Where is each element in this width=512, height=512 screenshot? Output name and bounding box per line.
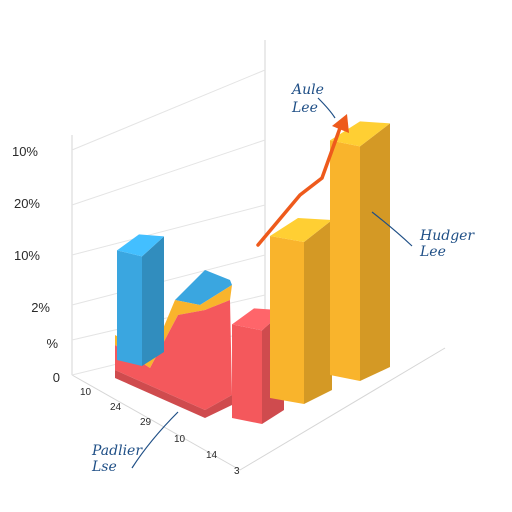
y-tick-label: 0	[53, 370, 60, 385]
bar-top-face	[270, 218, 332, 242]
annotation-text: Aule	[290, 82, 324, 98]
x-tick-label: 29	[140, 417, 152, 428]
x-axis-tick-labels: 10 24 29 10 14 3	[80, 387, 240, 477]
y-tick-label: 20%	[14, 196, 40, 211]
bar-top-face	[117, 234, 164, 257]
bar-side-face	[142, 236, 164, 366]
bar-side-face	[304, 220, 332, 404]
area-top-blue	[175, 270, 232, 305]
y-axis-tick-labels: 0% 2% 10% 20% 10%	[12, 144, 60, 385]
x-tick-label: 24	[110, 402, 122, 413]
area-series	[115, 270, 232, 418]
y-tick-label: 2%	[31, 300, 50, 315]
y-tick-label: 10%	[14, 248, 40, 263]
x-tick-label: 10	[174, 434, 186, 445]
annotation-arrow	[131, 411, 179, 469]
bar-front-face	[330, 140, 360, 381]
x-tick-label: 14	[206, 450, 218, 461]
bar-3	[270, 218, 332, 404]
bar-top-face	[330, 121, 390, 147]
annotation-text: Lse	[91, 459, 117, 475]
bar-front-face	[270, 236, 304, 404]
trend-arrowhead	[332, 114, 349, 133]
trend-arrow	[256, 114, 349, 247]
bar-front-face	[117, 250, 142, 366]
bar-front-face	[232, 324, 262, 424]
annotation-text: Lee	[291, 100, 318, 116]
annotation-1: Aule Lee	[290, 82, 336, 119]
bar-series	[117, 121, 390, 424]
annotation-arrow	[317, 97, 336, 119]
x-tick-label: 10	[80, 387, 92, 398]
annotation-text: Lee	[419, 244, 446, 260]
bar-side-face	[360, 123, 390, 382]
annotation-text: Hudger	[419, 228, 475, 244]
y-tick-label: %	[46, 336, 58, 351]
area-mid-yellow	[115, 285, 232, 368]
bar-1	[117, 234, 164, 366]
y-tick-label: 10%	[12, 144, 38, 159]
area-front-red	[115, 300, 232, 410]
annotation-arrow	[371, 211, 413, 247]
bar-4	[330, 121, 390, 382]
x-tick-label: 3	[234, 466, 240, 477]
annotation-text: Padlier	[91, 443, 143, 459]
trend-line	[256, 126, 342, 247]
